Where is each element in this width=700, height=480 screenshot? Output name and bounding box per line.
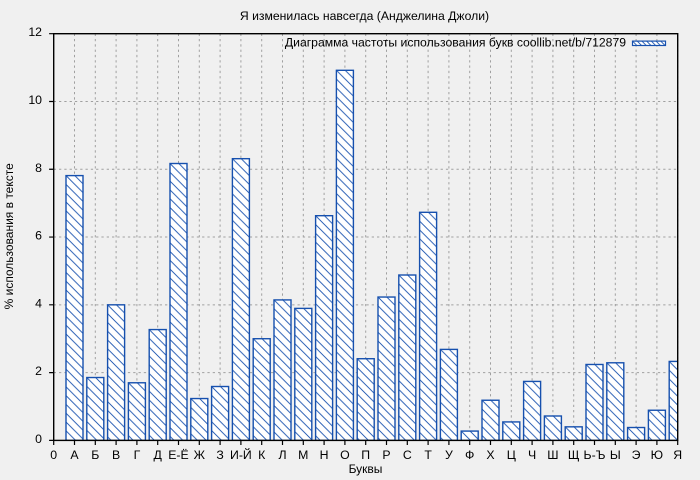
svg-text:% использования в тексте: % использования в тексте: [2, 163, 16, 309]
svg-text:П: П: [361, 448, 370, 462]
svg-text:Я изменилась навсегда (Анджели: Я изменилась навсегда (Анджелина Джоли): [240, 9, 489, 23]
svg-text:Л: Л: [278, 448, 286, 462]
svg-text:0: 0: [35, 432, 42, 446]
svg-text:Р: Р: [382, 448, 390, 462]
svg-text:А: А: [70, 448, 79, 462]
svg-text:З: З: [216, 448, 223, 462]
svg-text:Диаграмма частоты использовани: Диаграмма частоты использования букв coo…: [285, 36, 626, 50]
svg-text:Г: Г: [134, 448, 141, 462]
svg-text:Э: Э: [632, 448, 641, 462]
svg-text:С: С: [403, 448, 412, 462]
svg-text:В: В: [112, 448, 120, 462]
svg-text:12: 12: [28, 25, 42, 39]
svg-text:8: 8: [35, 161, 42, 175]
svg-text:Ь-Ъ: Ь-Ъ: [584, 448, 606, 462]
svg-text:Х: Х: [486, 448, 494, 462]
svg-text:Т: Т: [424, 448, 432, 462]
svg-text:2: 2: [35, 364, 42, 378]
svg-text:0: 0: [50, 448, 57, 462]
svg-text:Д: Д: [154, 448, 163, 462]
svg-text:6: 6: [35, 229, 42, 243]
svg-text:Б: Б: [91, 448, 99, 462]
svg-text:Ц: Ц: [507, 448, 516, 462]
svg-text:М: М: [298, 448, 308, 462]
svg-text:О: О: [340, 448, 350, 462]
svg-text:К: К: [258, 448, 266, 462]
svg-text:У: У: [445, 448, 453, 462]
svg-text:И-Й: И-Й: [230, 447, 252, 462]
svg-text:Н: Н: [320, 448, 329, 462]
svg-text:10: 10: [28, 93, 42, 107]
svg-text:Ю: Ю: [651, 448, 663, 462]
svg-text:4: 4: [35, 296, 42, 310]
svg-text:Ч: Ч: [528, 448, 536, 462]
svg-text:Е-Ё: Е-Ё: [168, 448, 189, 462]
svg-text:Ы: Ы: [610, 448, 621, 462]
svg-text:Ф: Ф: [465, 448, 474, 462]
svg-text:Ж: Ж: [194, 448, 206, 462]
svg-text:Я: Я: [673, 448, 682, 462]
svg-text:Щ: Щ: [568, 448, 580, 462]
svg-text:Буквы: Буквы: [349, 462, 383, 476]
svg-text:Ш: Ш: [547, 448, 558, 462]
